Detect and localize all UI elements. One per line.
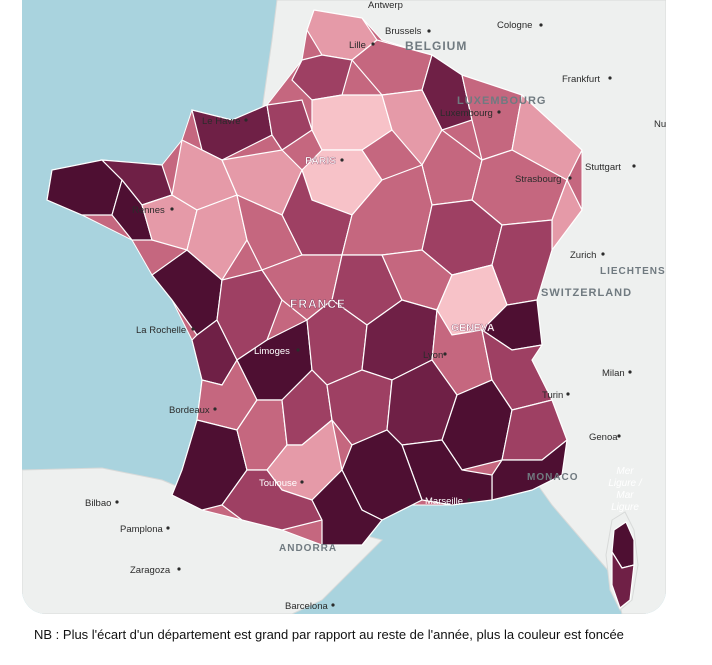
department[interactable]: [401, 439, 493, 506]
city-label-nu: Nu: [654, 119, 666, 130]
city-label-paris: PARIS: [305, 155, 336, 167]
map-frame[interactable]: BELGIUM LUXEMBOURG FRANCE SWITZERLAND LI…: [22, 0, 666, 614]
city-label-rennes: Rennes: [132, 205, 165, 216]
svg-text:Mar: Mar: [616, 490, 634, 501]
country-label-belgium: BELGIUM: [405, 39, 467, 53]
svg-text:Ligure /: Ligure /: [608, 478, 643, 489]
departments: [46, 9, 583, 546]
country-label-switzerland: SWITZERLAND: [541, 287, 632, 299]
city-label-luxembourg: Luxembourg: [440, 108, 493, 119]
country-label-france: FRANCE: [290, 297, 346, 311]
city-label-bordeaux: Bordeaux: [169, 405, 210, 416]
city-dots: [115, 23, 636, 607]
city-label-brussels: Brussels: [385, 26, 422, 37]
city-label-geneva: GENEVA: [451, 322, 495, 334]
country-label-luxembourg: LUXEMBOURG: [457, 95, 546, 107]
map-caption: NB : Plus l'écart d'un département est g…: [34, 627, 624, 642]
city-label-bilbao: Bilbao: [85, 498, 111, 509]
city-label-toulouse: Toulouse: [259, 478, 297, 489]
svg-text:Ligure: Ligure: [611, 502, 639, 513]
city-label-la-rochelle: La Rochelle: [136, 325, 186, 336]
city-label-limoges: Limoges: [254, 346, 290, 357]
country-label-andorra: ANDORRA: [279, 543, 337, 554]
department[interactable]: [311, 468, 383, 546]
city-label-le-havre: Le Havre: [202, 116, 241, 127]
city-label-barcelona: Barcelona: [285, 601, 328, 612]
country-label-liechtenstein: LIECHTENS: [600, 266, 666, 277]
city-label-genoa: Genoa: [589, 432, 618, 443]
department[interactable]: [311, 94, 393, 151]
city-label-lyon: Lyon: [423, 350, 443, 361]
city-label-antwerp: Antwerp: [368, 0, 403, 11]
city-label-cologne: Cologne: [497, 20, 532, 31]
sea-label: Mer Ligure / Mar Ligure: [608, 466, 643, 513]
city-label-milan: Milan: [602, 368, 625, 379]
city-label-strasbourg: Strasbourg: [515, 174, 561, 185]
city-label-turin: Turin: [542, 390, 563, 401]
choropleth-map[interactable]: BELGIUM LUXEMBOURG FRANCE SWITZERLAND LI…: [22, 0, 666, 614]
svg-text:Mer: Mer: [616, 466, 634, 477]
corsica: [611, 521, 635, 609]
city-label-zurich: Zurich: [570, 250, 596, 261]
department[interactable]: [221, 469, 323, 531]
department[interactable]: [266, 99, 313, 151]
city-label-zaragoza: Zaragoza: [130, 565, 171, 576]
city-label-pamplona: Pamplona: [120, 524, 163, 535]
department[interactable]: [611, 549, 635, 609]
city-label-lille: Lille: [349, 40, 366, 51]
department[interactable]: [191, 104, 273, 161]
city-label-frankfurt: Frankfurt: [562, 74, 600, 85]
city-label-marseille: Marseille: [425, 496, 463, 507]
country-label-monaco: MONACO: [527, 472, 579, 483]
city-label-stuttgart: Stuttgart: [585, 162, 621, 173]
